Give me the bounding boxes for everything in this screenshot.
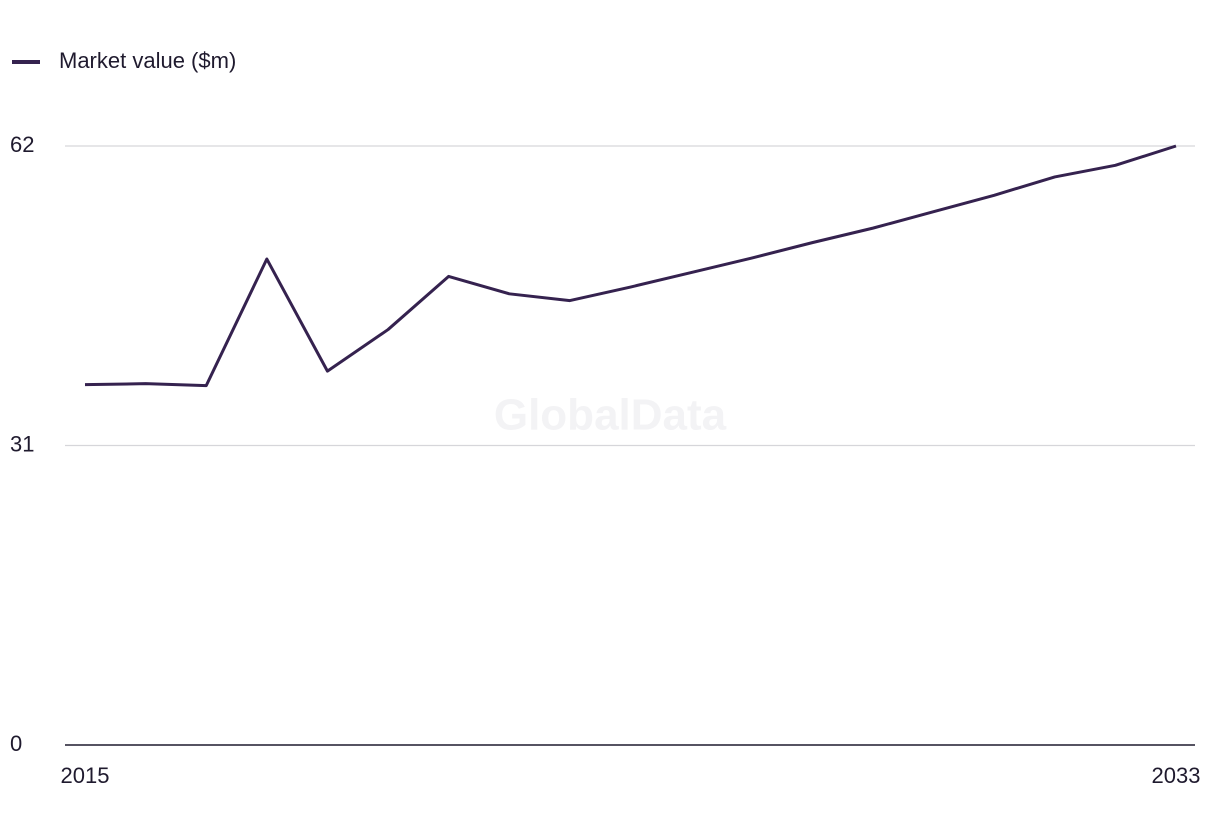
line-series (84, 144, 1177, 388)
y-tick-label: 31 (10, 431, 34, 456)
y-tick-label: 62 (10, 132, 34, 157)
watermark: GlobalData (494, 391, 727, 440)
legend-label: Market value ($m) (59, 48, 236, 73)
x-tick-label: 2033 (1152, 763, 1201, 788)
x-tick-label: 2015 (61, 763, 110, 788)
y-tick-label: 0 (10, 731, 22, 756)
